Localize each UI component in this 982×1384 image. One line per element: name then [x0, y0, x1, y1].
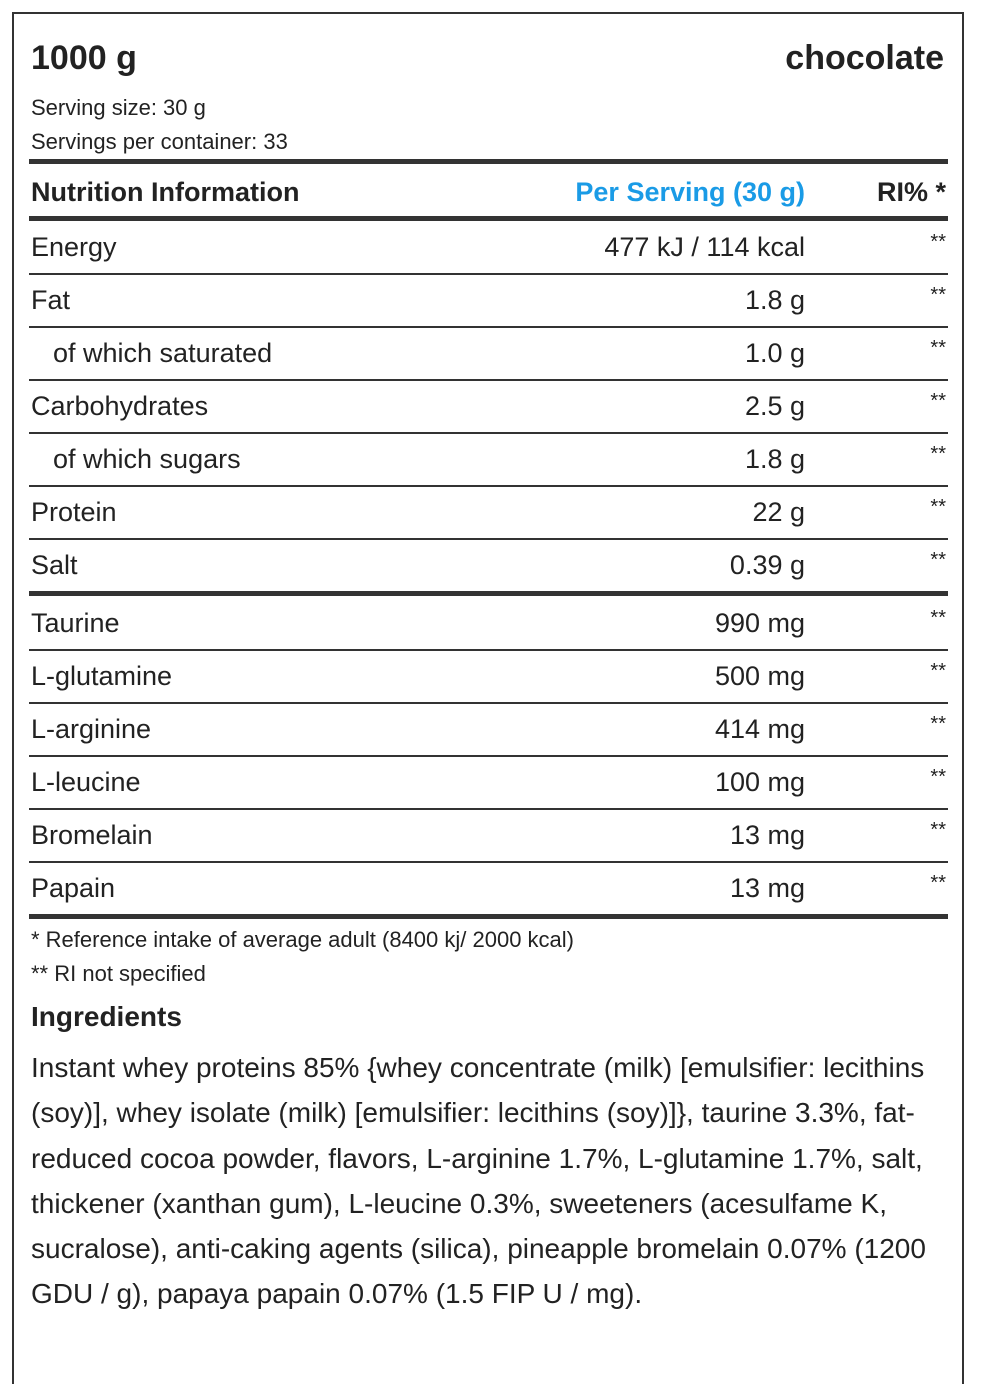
ri-value: ** [930, 871, 946, 894]
flavor: chocolate [785, 39, 944, 77]
nutrient-amount: 13 mg [729, 819, 805, 850]
nutrient-name: Carbohydrates [31, 390, 209, 421]
footnote: ** RI not specified [31, 961, 206, 986]
nutrient-amount: 500 mg [714, 660, 805, 691]
nutrient-amount: 414 mg [714, 713, 805, 744]
ingredients-title: Ingredients [31, 1001, 182, 1032]
nutrient-name: Salt [31, 549, 78, 580]
ri-value: ** [930, 495, 946, 518]
column-header: RI% * [876, 177, 946, 207]
net-weight: 1000 g [31, 39, 137, 77]
row-rule [29, 379, 948, 381]
row-rule [29, 538, 948, 540]
thick-rule [29, 159, 948, 164]
ri-value: ** [930, 659, 946, 682]
nutrient-name: of which saturated [53, 337, 273, 368]
nutrient-amount: 1.0 g [744, 337, 805, 368]
nutrient-amount: 2.5 g [744, 390, 805, 421]
nutrient-name: Papain [31, 872, 116, 903]
nutrient-name: Taurine [31, 607, 120, 638]
nutrient-name: of which sugars [53, 443, 241, 474]
thick-rule [29, 914, 948, 919]
nutrient-amount: 0.39 g [729, 549, 805, 580]
nutrient-name: Protein [31, 496, 117, 527]
row-rule [29, 432, 948, 434]
ri-value: ** [930, 283, 946, 306]
ri-value: ** [930, 606, 946, 629]
nutrient-name: Fat [31, 284, 71, 315]
nutrient-amount: 477 kJ / 114 kcal [604, 231, 805, 262]
row-rule [29, 702, 948, 704]
ri-value: ** [930, 389, 946, 412]
footnote: * Reference intake of average adult (840… [31, 927, 574, 952]
serving-size: Serving size: 30 g [31, 95, 206, 120]
nutrient-amount: 1.8 g [744, 284, 805, 315]
thick-rule [29, 216, 948, 221]
row-rule [29, 755, 948, 757]
nutrient-amount: 22 g [752, 496, 805, 527]
ri-value: ** [930, 230, 946, 253]
ri-value: ** [930, 765, 946, 788]
row-rule [29, 861, 948, 863]
ri-value: ** [930, 548, 946, 571]
row-rule [29, 273, 948, 275]
nutrient-name: L-arginine [31, 713, 152, 744]
nutrient-amount: 1.8 g [744, 443, 805, 474]
label-frame [12, 12, 964, 1384]
servings-per-container: Servings per container: 33 [31, 129, 288, 154]
thick-rule [29, 591, 948, 596]
column-header: Nutrition Information [31, 177, 300, 207]
row-rule [29, 485, 948, 487]
nutrient-name: L-glutamine [31, 660, 173, 691]
nutrient-name: L-leucine [31, 766, 141, 797]
row-rule [29, 326, 948, 328]
nutrient-name: Bromelain [31, 819, 153, 850]
nutrient-amount: 100 mg [714, 766, 805, 797]
ingredients-text: Instant whey proteins 85% {whey concentr… [31, 1052, 926, 1310]
ri-value: ** [930, 818, 946, 841]
ri-value: ** [930, 712, 946, 735]
column-header: Per Serving (30 g) [575, 177, 805, 207]
nutrient-amount: 13 mg [729, 872, 805, 903]
ri-value: ** [930, 442, 946, 465]
nutrient-name: Energy [31, 231, 117, 262]
ri-value: ** [930, 336, 946, 359]
nutrient-amount: 990 mg [714, 607, 805, 638]
row-rule [29, 649, 948, 651]
row-rule [29, 808, 948, 810]
